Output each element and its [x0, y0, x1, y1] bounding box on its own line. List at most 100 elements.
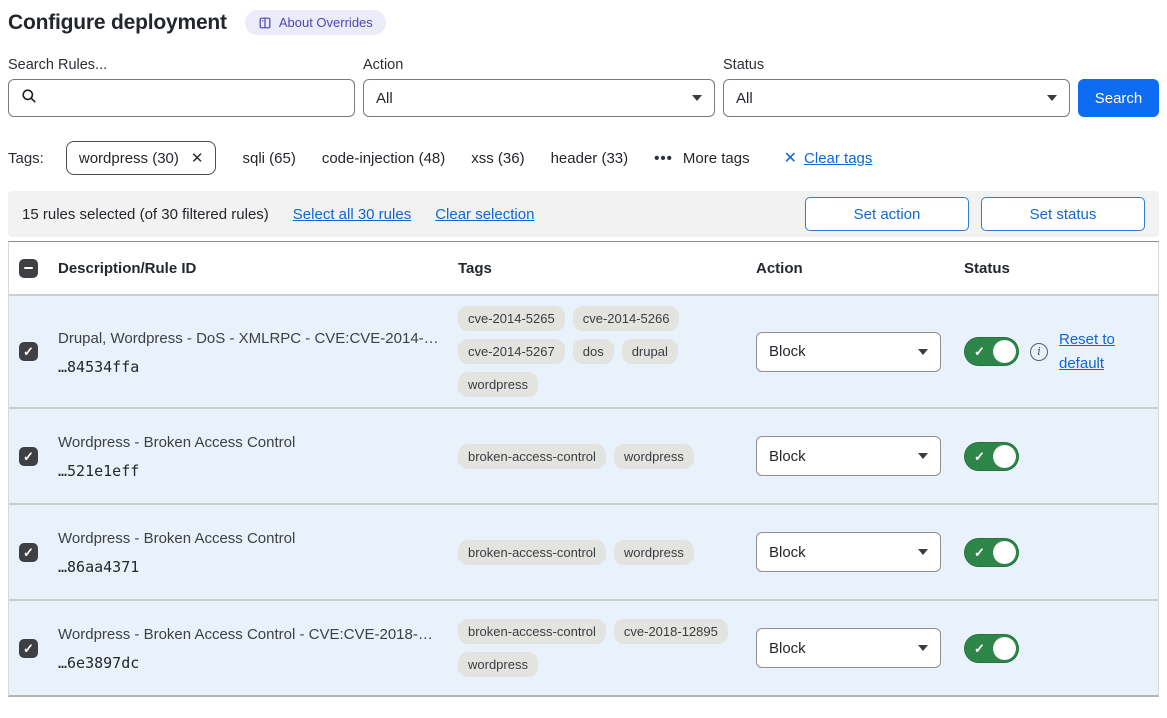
- status-toggle[interactable]: ✓: [964, 337, 1019, 366]
- tags-bar: Tags: wordpress (30) ✕ sqli (65) code-in…: [8, 141, 1159, 175]
- search-icon: [21, 88, 37, 109]
- status-toggle[interactable]: ✓: [964, 633, 1019, 663]
- action-value: Block: [769, 543, 806, 561]
- column-header-status: Status: [964, 259, 1010, 277]
- rule-id: …6e3897dc: [58, 654, 140, 672]
- checkbox-checked-icon[interactable]: ✓: [19, 638, 38, 658]
- clear-selection-link[interactable]: Clear selection: [435, 205, 535, 223]
- select-all-link[interactable]: Select all 30 rules: [292, 205, 412, 223]
- tag-pill: cve-2014-5265: [458, 306, 565, 331]
- clear-tags-label: Clear tags: [804, 149, 873, 167]
- check-icon: ✓: [974, 344, 985, 359]
- chevron-down-icon: [692, 95, 702, 101]
- row-checkbox[interactable]: ✓: [19, 638, 38, 658]
- row-tags: cve-2014-5265 cve-2014-5266 cve-2014-5267 d…: [458, 306, 756, 397]
- toggle-knob: [993, 444, 1016, 468]
- tag-pill: wordpress: [613, 443, 694, 469]
- status-filter-value: All: [736, 89, 753, 107]
- more-tags-label: More tags: [682, 149, 750, 167]
- tag-pill: broken-access-control: [458, 619, 606, 644]
- ellipsis-icon: •••: [654, 149, 673, 167]
- rule-description: Wordpress - Broken Access Control: [58, 434, 296, 451]
- rule-id: …521e1eff: [58, 462, 140, 480]
- row-description-cell: Wordpress - Broken Access Control - CVE:…: [58, 624, 458, 672]
- clear-tags-link[interactable]: ✕ Clear tags: [784, 148, 873, 168]
- search-input-box[interactable]: [8, 79, 355, 117]
- toggle-knob: [993, 540, 1016, 564]
- row-checkbox[interactable]: ✓: [19, 542, 38, 562]
- action-select[interactable]: Block: [756, 532, 941, 572]
- selection-bar: 15 rules selected (of 30 filtered rules)…: [8, 191, 1159, 237]
- tag-option-code-injection[interactable]: code-injection (48): [321, 149, 446, 167]
- chevron-down-icon: [918, 453, 928, 459]
- row-action-cell: Block: [756, 436, 964, 476]
- row-checkbox[interactable]: ✓: [19, 446, 38, 466]
- table-body: ✓ Drupal, Wordpress - DoS - XMLRPC - CVE…: [9, 294, 1158, 695]
- status-filter-select[interactable]: All: [723, 79, 1070, 117]
- search-input[interactable]: [45, 89, 342, 107]
- tag-pill: cve-2018-12895: [613, 619, 728, 644]
- status-toggle[interactable]: ✓: [964, 441, 1019, 471]
- action-value: Block: [769, 447, 806, 465]
- table-header-row: Description/Rule ID Tags Action Status: [9, 242, 1158, 294]
- tag-option-sqli[interactable]: sqli (65): [242, 149, 296, 167]
- action-select[interactable]: Block: [756, 331, 941, 372]
- checkbox-checked-icon[interactable]: ✓: [19, 342, 38, 361]
- chevron-down-icon: [918, 549, 928, 555]
- tag-pill: cve-2014-5266: [572, 306, 680, 331]
- chevron-down-icon: [1047, 95, 1057, 101]
- tag-pill: wordpress: [458, 372, 538, 397]
- toggle-knob: [993, 340, 1016, 363]
- about-overrides-badge[interactable]: About Overrides: [244, 10, 386, 35]
- table-row: ✓ Drupal, Wordpress - DoS - XMLRPC - CVE…: [9, 294, 1158, 407]
- search-rules-field: Search Rules...: [8, 57, 355, 117]
- tag-pill: broken-access-control: [458, 443, 606, 469]
- rule-id: …84534ffa: [58, 357, 140, 376]
- action-filter-select[interactable]: All: [363, 79, 715, 117]
- reset-to-default-link[interactable]: Reset to default: [1059, 330, 1115, 372]
- more-tags-button[interactable]: ••• More tags: [654, 150, 749, 167]
- status-filter-field: Status All: [723, 57, 1070, 117]
- rule-description: Wordpress - Broken Access Control: [58, 530, 296, 547]
- book-icon: [258, 16, 272, 30]
- page: Configure deployment About Overrides Sea…: [8, 10, 1159, 697]
- tag-pill: wordpress: [613, 539, 694, 565]
- selection-summary: 15 rules selected (of 30 filtered rules): [22, 205, 269, 223]
- column-header-description: Description/Rule ID: [58, 259, 197, 277]
- set-status-button[interactable]: Set status: [981, 197, 1145, 231]
- tag-pill: drupal: [621, 339, 678, 364]
- checkbox-indeterminate-icon[interactable]: [19, 258, 38, 278]
- info-icon[interactable]: i: [1030, 342, 1048, 361]
- tag-option-header[interactable]: header (33): [550, 149, 629, 167]
- tag-pill: broken-access-control: [458, 539, 606, 565]
- select-all-checkbox[interactable]: [19, 258, 38, 278]
- tag-option-xss[interactable]: xss (36): [471, 149, 525, 167]
- row-tags: broken-access-control cve-2018-12895 wordp…: [458, 619, 756, 677]
- chevron-down-icon: [918, 348, 928, 355]
- row-action-cell: Block: [756, 628, 964, 668]
- rule-description: Drupal, Wordpress - DoS - XMLRPC - CVE:C…: [58, 329, 439, 347]
- remove-tag-icon[interactable]: ✕: [190, 150, 204, 167]
- action-select[interactable]: Block: [756, 628, 941, 668]
- row-action-cell: Block: [756, 331, 964, 372]
- row-checkbox[interactable]: ✓: [19, 342, 38, 361]
- action-filter-label: Action: [363, 57, 404, 73]
- search-rules-label: Search Rules...: [8, 57, 108, 73]
- selected-tag-label: wordpress (30): [78, 149, 179, 167]
- tag-pill: dos: [572, 339, 614, 364]
- table-row: ✓ Wordpress - Broken Access Control …521…: [9, 407, 1158, 503]
- row-description-cell: Drupal, Wordpress - DoS - XMLRPC - CVE:C…: [58, 328, 458, 376]
- status-toggle[interactable]: ✓: [964, 537, 1019, 567]
- set-action-button[interactable]: Set action: [805, 197, 969, 231]
- action-filter-value: All: [376, 89, 393, 107]
- action-select[interactable]: Block: [756, 436, 941, 476]
- column-header-action: Action: [756, 259, 803, 277]
- table-row: ✓ Wordpress - Broken Access Control - CV…: [9, 599, 1158, 695]
- checkbox-checked-icon[interactable]: ✓: [19, 446, 38, 466]
- tag-pill: wordpress: [458, 652, 538, 677]
- column-header-tags: Tags: [458, 259, 492, 277]
- checkbox-checked-icon[interactable]: ✓: [19, 542, 38, 562]
- tag-pill: cve-2014-5267: [458, 339, 565, 364]
- selected-tag-chip[interactable]: wordpress (30) ✕: [65, 141, 217, 175]
- search-button[interactable]: Search: [1078, 79, 1159, 117]
